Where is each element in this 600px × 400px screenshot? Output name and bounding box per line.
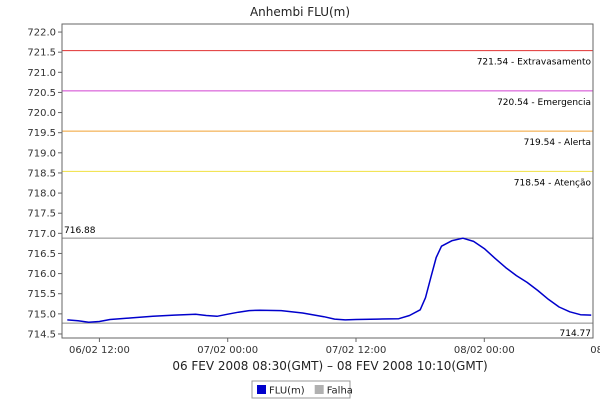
- y-tick-label-10: 719.5: [27, 128, 56, 139]
- y-tick-label-13: 721.0: [27, 68, 56, 79]
- plot-frame: [61, 23, 594, 339]
- y-tick-label-3: 716.0: [27, 269, 56, 280]
- series-line-0: [67, 237, 592, 324]
- reference-lines: 721.54 - Extravasamento 720.54 - Emergenc…: [62, 50, 593, 339]
- min-label: 714.77: [560, 329, 592, 339]
- series-layer: [67, 237, 592, 324]
- chart-title: Anhembi FLU(m): [250, 5, 350, 19]
- x-tick-label-3: 08/02 00:00: [454, 345, 515, 356]
- reference-label-3: 718.54 - Atenção: [514, 178, 592, 188]
- x-tick-label-1: 07/02 00:00: [197, 345, 258, 356]
- y-tick-label-1: 715.0: [27, 309, 56, 320]
- y-tick-label-6: 717.5: [27, 209, 56, 220]
- legend-label-1: Falha: [327, 386, 353, 397]
- x-tick-label-0: 06/02 12:00: [69, 345, 130, 356]
- legend-swatch-1: [314, 385, 324, 394]
- reference-label-1: 720.54 - Emergencia: [497, 98, 591, 108]
- legend-swatch-0: [257, 385, 266, 394]
- y-tick-label-11: 720.0: [27, 108, 56, 119]
- y-tick-label-5: 717.0: [27, 229, 56, 240]
- y-tick-label-0: 714.5: [27, 329, 56, 340]
- reference-label-2: 719.54 - Alerta: [524, 138, 591, 148]
- date-range-label: 06 FEV 2008 08:30(GMT) – 08 FEV 2008 10:…: [172, 359, 487, 373]
- y-tick-label-4: 716.5: [27, 249, 56, 260]
- reference-label-0: 721.54 - Extravasamento: [477, 58, 592, 68]
- y-tick-label-12: 720.5: [27, 88, 56, 99]
- max-label: 716.88: [64, 226, 96, 236]
- axes: 714.5 715.0 715.5 716.0 716.5 717.0 717.5 718.0…: [27, 23, 600, 356]
- legend: FLU(m) Falha: [251, 380, 353, 399]
- y-tick-label-9: 719.0: [27, 148, 56, 159]
- legend-label-0: FLU(m): [269, 386, 305, 397]
- y-tick-label-8: 718.5: [27, 168, 56, 179]
- legend-box: [251, 380, 351, 399]
- y-tick-label-7: 718.0: [27, 189, 56, 200]
- y-tick-label-15: 722.0: [27, 28, 56, 39]
- y-tick-label-14: 721.5: [27, 48, 56, 59]
- x-tick-label-4: 08/02 12: [590, 345, 600, 356]
- x-tick-label-2: 07/02 12:00: [326, 345, 387, 356]
- y-tick-label-2: 715.5: [27, 289, 56, 300]
